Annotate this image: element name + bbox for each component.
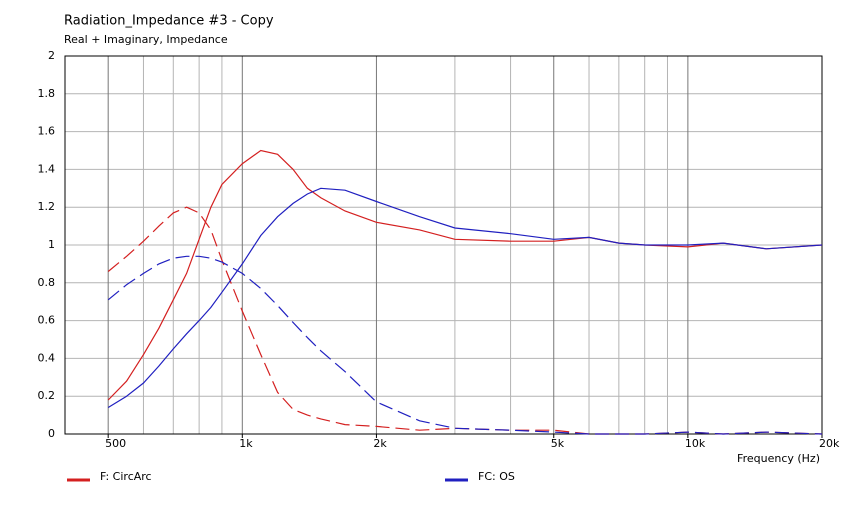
y-tick-label: 0.8 <box>38 276 56 289</box>
y-tick-label: 1.2 <box>38 200 56 213</box>
y-tick-label: 1 <box>48 238 55 251</box>
y-tick-label: 1.8 <box>38 87 56 100</box>
chart-title: Radiation_Impedance #3 - Copy <box>64 14 274 29</box>
x-tick-label: 2k <box>373 437 387 450</box>
y-tick-label: 0 <box>48 427 55 440</box>
x-tick-label: 20k <box>819 437 840 450</box>
real-line <box>107 187 823 409</box>
imaginary-line <box>107 255 823 435</box>
y-tick-label: 0.6 <box>38 314 56 327</box>
x-tick-label: 10k <box>685 437 706 450</box>
legend-label: F: CircArc <box>100 470 152 483</box>
y-tick-label: 1.4 <box>38 162 56 175</box>
y-tick-label: 0.2 <box>38 389 56 402</box>
y-tick-label: 0.4 <box>38 351 56 364</box>
legend-label: FC: OS <box>478 470 515 483</box>
x-tick-label: 5k <box>551 437 565 450</box>
real-line <box>107 149 823 401</box>
chart-subtitle: Real + Imaginary, Impedance <box>64 33 228 46</box>
x-axis-label: Frequency (Hz) <box>737 452 820 465</box>
y-tick-label: 1.6 <box>38 125 56 138</box>
x-tick-label: 1k <box>239 437 253 450</box>
x-tick-label: 500 <box>105 437 126 450</box>
y-tick-label: 2 <box>48 49 55 62</box>
